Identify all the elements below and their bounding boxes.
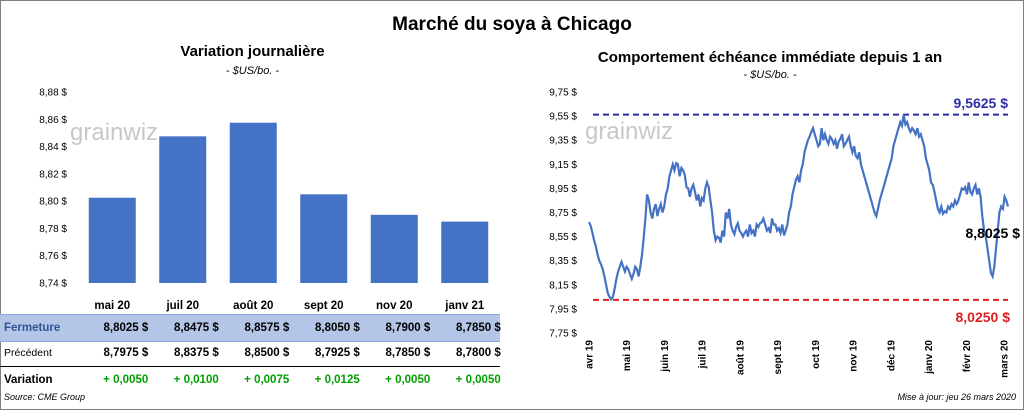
price-table: mai 20 juil 20 août 20 sept 20 nov 20 janv 21… [0,296,505,390]
line-x-tick: janv 20 [924,340,935,375]
bar [441,221,489,283]
line-x-tick: août 19 [735,340,746,375]
table-cell: + 0,0125 [314,374,360,386]
table-cell: 8,8500 $ [244,347,290,359]
bar-category-label: sept 20 [303,300,344,312]
table-cell: 8,7850 $ [455,322,501,334]
line-x-tick: mai 19 [622,340,633,372]
line-x-tick: juin 19 [660,340,671,373]
table-cell: 8,8475 $ [173,322,219,334]
table-cell: 8,7800 $ [455,347,501,359]
bar-category-label: août 20 [233,300,274,312]
table-row-fermeture: Fermeture 8,8025 $ 8,8475 $ 8,8575 $ 8,8050… [0,314,501,342]
bar-category-label: mai 20 [94,300,131,312]
right-watermark: grainwiz [585,118,673,145]
row-label-precedent: Précédent [4,347,52,359]
line-y-tick: 8,35 $ [549,256,577,267]
line-x-tick: nov 19 [849,340,860,372]
line-x-tick: févr 20 [962,340,973,373]
bar-y-tick: 8,74 $ [39,279,67,290]
low-label: 8,0250 $ [956,309,1011,325]
line-y-tick: 7,95 $ [549,304,577,315]
table-cell: 8,7900 $ [385,322,431,334]
bar-y-tick: 8,86 $ [39,115,67,126]
table-cell: + 0,0100 [173,374,219,386]
line-x-tick: avr 19 [585,340,596,369]
bar-category-label: juil 20 [166,300,200,312]
line-x-tick: juil 19 [698,340,709,370]
line-x-tick: sept 19 [773,340,784,375]
price-series-line [588,114,1010,302]
bar-y-tick: 8,88 $ [39,88,67,99]
table-cell: 8,7975 $ [103,347,149,359]
bar-category-label: janv 21 [445,300,485,312]
bar [88,197,136,283]
right-panel-subtitle: - $US/bo. - [743,69,797,81]
table-cell: 8,8025 $ [103,322,149,334]
right-panel-title: Comportement échéance immédiate depuis 1… [597,49,943,66]
table-cell: 8,7850 $ [385,347,431,359]
table-cell: 8,8375 $ [173,347,219,359]
table-cell: 8,7925 $ [314,347,360,359]
table-cell: 8,8050 $ [314,322,360,334]
line-x-tick: mars 20 [1000,340,1011,378]
bar-chart: grainwiz 8,74 $ 8,76 $ 8,78 $ 8,80 $ 8,82 $ 8… [39,88,489,290]
line-y-tick: 9,35 $ [549,136,577,147]
bar-y-tick: 8,80 $ [39,197,67,208]
bar [159,136,207,283]
bar-y-tick: 8,82 $ [39,169,67,180]
left-panel-title: Variation journalière [180,43,325,60]
line-y-tick: 8,95 $ [549,184,577,195]
table-cell: + 0,0075 [244,374,290,386]
line-y-tick: 8,55 $ [549,232,577,243]
table-cell: + 0,0050 [455,374,501,386]
high-label: 9,5625 $ [954,95,1009,111]
update-note: Mise à jour: jeu 26 mars 2020 [897,392,1016,402]
line-x-tick: oct 19 [811,340,822,369]
line-x-tick: déc 19 [886,340,897,372]
bar [229,122,277,283]
bar [300,194,348,283]
row-label-fermeture: Fermeture [4,322,61,334]
last-price-label: 8,8025 $ [966,225,1021,241]
bar-category-label: nov 20 [376,300,413,312]
table-row-precedent: Précédent 8,7975 $ 8,8375 $ 8,8500 $ 8,7925… [0,340,501,366]
table-header-row: mai 20 juil 20 août 20 sept 20 nov 20 janv 21 [0,296,500,316]
table-cell: 8,8575 $ [244,322,290,334]
line-y-tick: 8,75 $ [549,208,577,219]
row-label-variation: Variation [4,374,53,386]
bar-y-tick: 8,84 $ [39,142,67,153]
left-panel-subtitle: - $US/bo. - [225,65,280,77]
line-y-tick: 9,55 $ [549,112,577,123]
left-watermark: grainwiz [70,119,158,146]
line-y-tick: 9,75 $ [549,88,577,99]
bar-y-tick: 8,76 $ [39,251,67,262]
bar-y-tick: 8,78 $ [39,224,67,235]
table-row-variation: Variation + 0,0050 + 0,0100 + 0,0075 + 0,01… [0,366,501,393]
table-cell: + 0,0050 [385,374,431,386]
line-y-tick: 7,75 $ [549,329,577,340]
table-cell: + 0,0050 [103,374,149,386]
line-y-tick: 9,15 $ [549,160,577,171]
source-note: Source: CME Group [4,392,86,402]
main-title: Marché du soya à Chicago [392,14,632,35]
line-y-tick: 8,15 $ [549,280,577,291]
bar [370,214,418,283]
